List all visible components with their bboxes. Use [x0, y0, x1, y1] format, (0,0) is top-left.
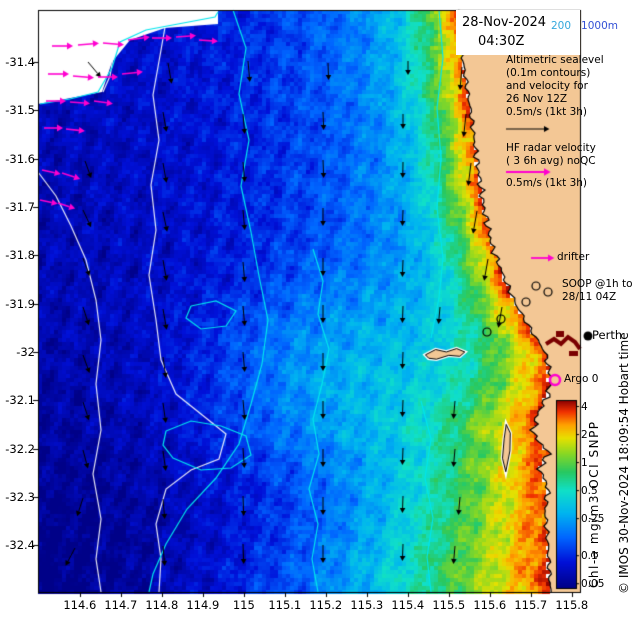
y-axis-tick-label: -32.4 — [5, 538, 35, 553]
bathy-1000-label: 1000m — [581, 20, 618, 32]
y-axis-tick-label: -32.3 — [5, 489, 35, 504]
x-axis-tick-label: 114.6 — [63, 598, 97, 612]
y-axis-tick-label: -32.1 — [5, 393, 35, 408]
x-axis-tick-label: 115.5 — [432, 598, 466, 612]
colorbar-tick-label: 4 — [581, 400, 588, 413]
altimetry-legend: Altimetric sealevel (0.1m contours) and … — [506, 54, 604, 119]
drifter-label: drifter — [557, 251, 590, 263]
soop-label-line: SOOP @1h to — [562, 278, 633, 290]
hf-radar-legend-scale: 0.5m/s (1kt 3h) — [506, 177, 587, 190]
altimetry-legend-line: Altimetric sealevel — [506, 54, 604, 66]
colorbar-tick-label: 0.25 — [581, 512, 605, 525]
soop-label: SOOP @1h to 28/11 04Z — [562, 278, 633, 304]
x-axis-tick-label: 115.1 — [268, 598, 302, 612]
altimetry-legend-line: 0.5m/s (1kt 3h) — [506, 106, 588, 118]
altimetry-legend-line: and velocity for — [506, 80, 588, 92]
y-axis-tick-label: -32.2 — [5, 441, 35, 456]
x-axis-tick-label: 114.8 — [145, 598, 179, 612]
bathy-200-label: 200 — [551, 20, 572, 32]
colorbar-tick-label: 0.05 — [581, 577, 605, 590]
hf-legend-line: 0.5m/s (1kt 3h) — [506, 177, 588, 189]
perth-city-label: Perth — [592, 328, 623, 342]
x-axis-tick-label: 115.6 — [473, 598, 507, 612]
datetime-box: 28-Nov-2024 04:30Z — [456, 10, 580, 55]
colorbar-tick-label: 0.1 — [581, 549, 598, 562]
hf-legend-line: HF radar velocity — [506, 142, 596, 154]
hf-legend-line: ( 3 6h avg) noQC — [506, 155, 596, 167]
x-axis-tick-label: 115.7 — [514, 598, 548, 612]
date-text: 28-Nov-2024 — [462, 15, 547, 30]
argo-float-label: Argo 0 — [564, 373, 599, 385]
altimetry-legend-line: 26 Nov 12Z — [506, 93, 568, 105]
y-axis-tick-label: -31.5 — [5, 103, 35, 118]
colorbar-tick-label: 0.5 — [581, 484, 598, 497]
altimetry-legend-line: (0.1m contours) — [506, 67, 591, 79]
x-axis-tick-label: 115.8 — [555, 598, 589, 612]
colorbar-tick-label: 2 — [581, 428, 588, 441]
colorbar-tick-label: 1 — [581, 456, 588, 469]
y-axis-tick-label: -31.8 — [5, 248, 35, 263]
time-text: 04:30Z — [478, 34, 525, 49]
y-axis-tick-label: -31.7 — [5, 200, 35, 215]
y-axis-tick-label: -31.9 — [5, 296, 35, 311]
imos-credit-text: © IMOS 30-Nov-2024 18:09:54 Hobart time — [617, 332, 631, 594]
x-axis-tick-label: 115.3 — [350, 598, 384, 612]
x-axis-tick-label: 115.2 — [309, 598, 343, 612]
colorbar-title: Chl-a mg/m3 OCI SNPP — [587, 420, 601, 588]
y-axis-tick-label: -32 — [16, 344, 35, 359]
y-axis-tick-label: -31.4 — [5, 55, 35, 70]
hf-radar-legend: HF radar velocity ( 3 6h avg) noQC — [506, 142, 596, 168]
x-axis-tick-label: 115 — [232, 598, 255, 612]
x-axis-tick-label: 114.9 — [186, 598, 220, 612]
soop-label-line: 28/11 04Z — [562, 291, 617, 303]
y-axis-tick-label: -31.6 — [5, 151, 35, 166]
bathymetry-legend: 200 1000m — [551, 20, 618, 32]
x-axis-tick-label: 114.7 — [104, 598, 138, 612]
x-axis-tick-label: 115.4 — [391, 598, 425, 612]
